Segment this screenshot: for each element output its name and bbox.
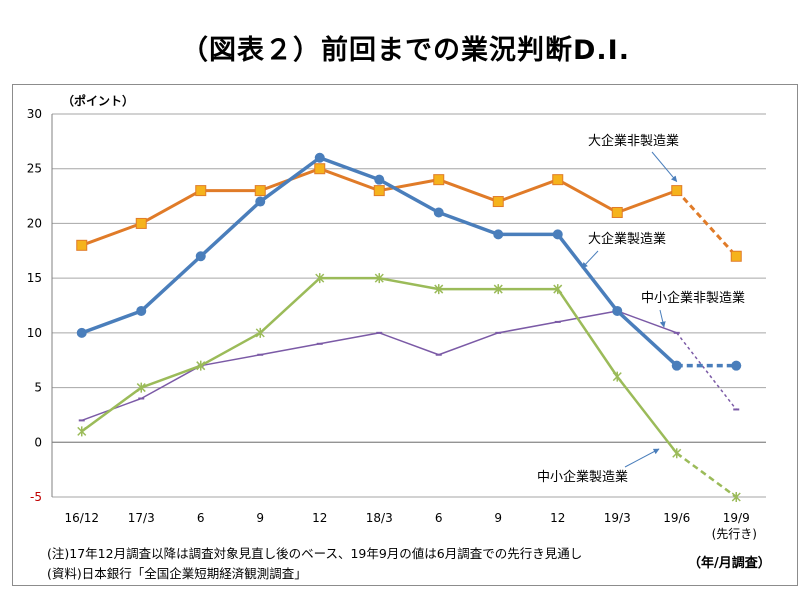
data-point xyxy=(76,327,87,338)
data-point xyxy=(195,251,206,262)
y-tick-label: 20 xyxy=(27,216,42,230)
y-tick-label: -5 xyxy=(30,490,42,504)
x-tick-label: 17/3 xyxy=(128,511,155,525)
y-tick-label: 5 xyxy=(34,381,42,395)
x-tick-label: 12 xyxy=(312,511,327,525)
chart-title: （図表２）前回までの業況判断D.I. xyxy=(181,35,630,66)
series-large_nonmfg xyxy=(76,163,742,262)
x-axis-unit-label: （年/月調査） xyxy=(688,556,771,571)
data-point xyxy=(730,250,742,262)
annotation-leader-sme_nonmfg xyxy=(659,309,666,328)
series-forecast-line-large_nonmfg xyxy=(675,189,738,258)
x-tick-label: 12 xyxy=(550,511,565,525)
data-point xyxy=(493,284,503,295)
series-sme_nonmfg xyxy=(78,309,740,422)
data-point xyxy=(671,360,682,371)
annotation-leader-large_nonmfg xyxy=(651,151,678,183)
data-point xyxy=(731,360,742,371)
data-point xyxy=(136,305,147,316)
x-tick-label: 19/6 xyxy=(663,511,690,525)
series-line-sme_mfg xyxy=(81,276,678,454)
x-tick-label: 19/9 xyxy=(723,511,750,525)
data-point xyxy=(553,284,563,295)
data-point xyxy=(611,206,623,218)
series-line-sme_nonmfg xyxy=(81,310,678,422)
data-point xyxy=(374,273,384,284)
x-tick-forecast-label: (先行き) xyxy=(712,527,757,541)
data-point xyxy=(77,426,87,437)
x-tick-label: 18/3 xyxy=(366,511,393,525)
data-point xyxy=(433,174,445,186)
y-tick-label: 30 xyxy=(27,107,42,121)
annotation-label-large_nonmfg: 大企業非製造業 xyxy=(588,133,679,149)
x-tick-label: 9 xyxy=(494,511,502,525)
y-axis-unit-label: （ポイント） xyxy=(62,94,135,108)
footnote-source: (資料)日本銀行「全国企業短期経済観測調査」 xyxy=(47,566,307,581)
data-point xyxy=(76,239,88,251)
data-point xyxy=(493,229,504,240)
footnote-note: (注)17年12月調査以降は調査対象見直し後のベース、19年9月の値は6月調査で… xyxy=(47,546,583,561)
data-point xyxy=(552,229,563,240)
annotation-label-sme_nonmfg: 中小企業非製造業 xyxy=(641,290,745,306)
x-tick-label: 19/3 xyxy=(604,511,631,525)
data-point xyxy=(434,284,444,295)
chart-frame xyxy=(12,84,798,586)
x-tick-label: 6 xyxy=(197,511,205,525)
data-point xyxy=(195,185,207,197)
data-point xyxy=(135,217,147,229)
data-point xyxy=(612,371,622,382)
data-point xyxy=(315,273,325,284)
annotation-leader-sme_mfg xyxy=(624,448,660,468)
data-point xyxy=(672,448,682,459)
data-point xyxy=(433,207,444,218)
x-tick-label: 16/12 xyxy=(64,511,99,525)
data-point xyxy=(254,185,266,197)
data-point xyxy=(314,163,326,175)
y-tick-label: 0 xyxy=(34,435,42,449)
series-sme_mfg xyxy=(77,273,741,502)
annotation-label-large_mfg: 大企業製造業 xyxy=(588,231,666,247)
data-point xyxy=(552,174,564,186)
data-point xyxy=(492,196,504,208)
data-point xyxy=(136,382,146,393)
x-tick-label: 9 xyxy=(256,511,264,525)
data-point xyxy=(374,174,385,185)
data-point xyxy=(731,492,741,502)
y-tick-label: 25 xyxy=(27,162,42,176)
data-point xyxy=(196,360,206,371)
annotation-leader-large_mfg xyxy=(581,250,599,269)
series-large_mfg xyxy=(76,152,742,371)
x-tick-label: 6 xyxy=(435,511,443,525)
data-point xyxy=(255,196,266,207)
data-point xyxy=(373,185,385,197)
y-tick-label: 10 xyxy=(27,326,42,340)
y-tick-label: 15 xyxy=(27,271,42,285)
data-point xyxy=(612,305,623,316)
data-point xyxy=(671,185,683,197)
annotation-label-sme_mfg: 中小企業製造業 xyxy=(537,469,628,485)
data-point xyxy=(314,152,325,163)
series-forecast-line-sme_nonmfg xyxy=(676,332,737,410)
data-point xyxy=(255,327,265,338)
series-forecast-line-sme_mfg xyxy=(676,452,737,499)
